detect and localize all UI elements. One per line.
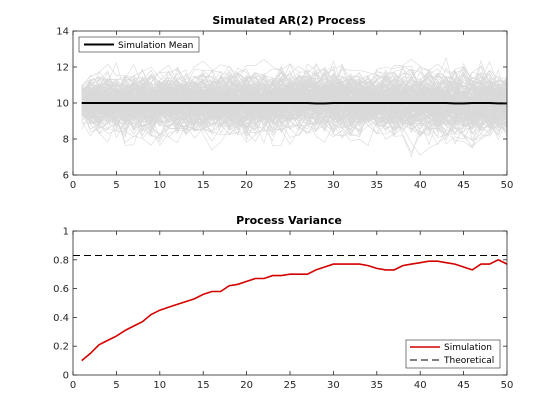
x-tick-label: 10 [153, 380, 166, 391]
x-tick-label: 0 [70, 180, 76, 191]
x-tick-label: 40 [414, 380, 427, 391]
bottom-chart-title: Process Variance [236, 214, 342, 227]
bottom-legend-box [405, 339, 501, 369]
top-legend: Simulation Mean [78, 36, 200, 53]
x-tick-label: 30 [327, 180, 340, 191]
x-tick-label: 15 [197, 380, 210, 391]
y-tick-label: 0.4 [53, 313, 69, 324]
y-tick-label: 12 [56, 63, 69, 74]
x-tick-label: 40 [414, 180, 427, 191]
top-chart-title: Simulated AR(2) Process [212, 14, 366, 27]
y-tick-label: 8 [63, 135, 69, 146]
legend-label-theoretical: Theoretical [443, 356, 494, 366]
x-tick-label: 45 [457, 380, 470, 391]
simulation-path [81, 66, 508, 125]
top-y-ticks: 6 8 10 12 14 [56, 27, 507, 182]
y-tick-label: 14 [56, 27, 69, 38]
simulation-path [81, 72, 508, 129]
top-legend-box [78, 36, 200, 53]
simulation-path [81, 69, 508, 136]
simulation-paths [81, 56, 508, 158]
y-tick-label: 0.2 [53, 342, 69, 353]
bottom-y-ticks: 0 0.2 0.4 0.6 0.8 1 [53, 227, 507, 382]
bottom-x-ticks: 0 5 10 15 20 25 30 35 40 45 50 [70, 231, 514, 391]
simulation-path [81, 77, 508, 141]
y-tick-label: 0.6 [53, 284, 69, 295]
simulation-path [81, 79, 508, 133]
y-tick-label: 0 [63, 371, 69, 382]
simulation-path [81, 83, 508, 122]
bottom-axes: Process Variance 0 5 10 15 20 25 30 35 40 45 50 00… [53, 214, 513, 391]
y-tick-label: 1 [63, 227, 69, 238]
y-tick-label: 10 [56, 99, 69, 110]
simulation-path [81, 59, 508, 125]
y-tick-label: 0.8 [53, 255, 69, 266]
x-tick-label: 45 [457, 180, 470, 191]
x-tick-label: 15 [197, 180, 210, 191]
x-tick-label: 20 [240, 180, 253, 191]
x-tick-label: 20 [240, 380, 253, 391]
simulation-path [81, 69, 508, 127]
simulation-variance-line [81, 258, 508, 362]
x-tick-label: 30 [327, 380, 340, 391]
x-tick-label: 35 [370, 380, 383, 391]
simulation-path [81, 65, 508, 125]
x-tick-label: 50 [501, 380, 514, 391]
simulation-path [81, 73, 508, 124]
simulation-path [81, 67, 508, 139]
simulation-path [81, 69, 508, 129]
y-tick-label: 6 [63, 171, 69, 182]
top-axes: Simulated AR(2) Process 0 5 10 15 20 25 30 35 40… [56, 14, 513, 191]
x-tick-label: 35 [370, 180, 383, 191]
x-tick-label: 5 [113, 380, 119, 391]
x-tick-label: 50 [501, 180, 514, 191]
simulation-path [81, 76, 508, 133]
x-tick-label: 5 [113, 180, 119, 191]
x-tick-label: 25 [284, 380, 297, 391]
legend-label-simulation-mean: Simulation Mean [118, 41, 193, 51]
legend-label-simulation: Simulation [444, 343, 492, 353]
x-tick-label: 25 [284, 180, 297, 191]
x-tick-label: 0 [70, 380, 76, 391]
x-tick-label: 10 [153, 180, 166, 191]
simulation-path [81, 69, 508, 130]
top-x-ticks: 0 5 10 15 20 25 30 35 40 45 50 [70, 31, 514, 191]
bottom-legend: Simulation Theoretical [405, 339, 501, 369]
simulation-path [81, 80, 508, 144]
